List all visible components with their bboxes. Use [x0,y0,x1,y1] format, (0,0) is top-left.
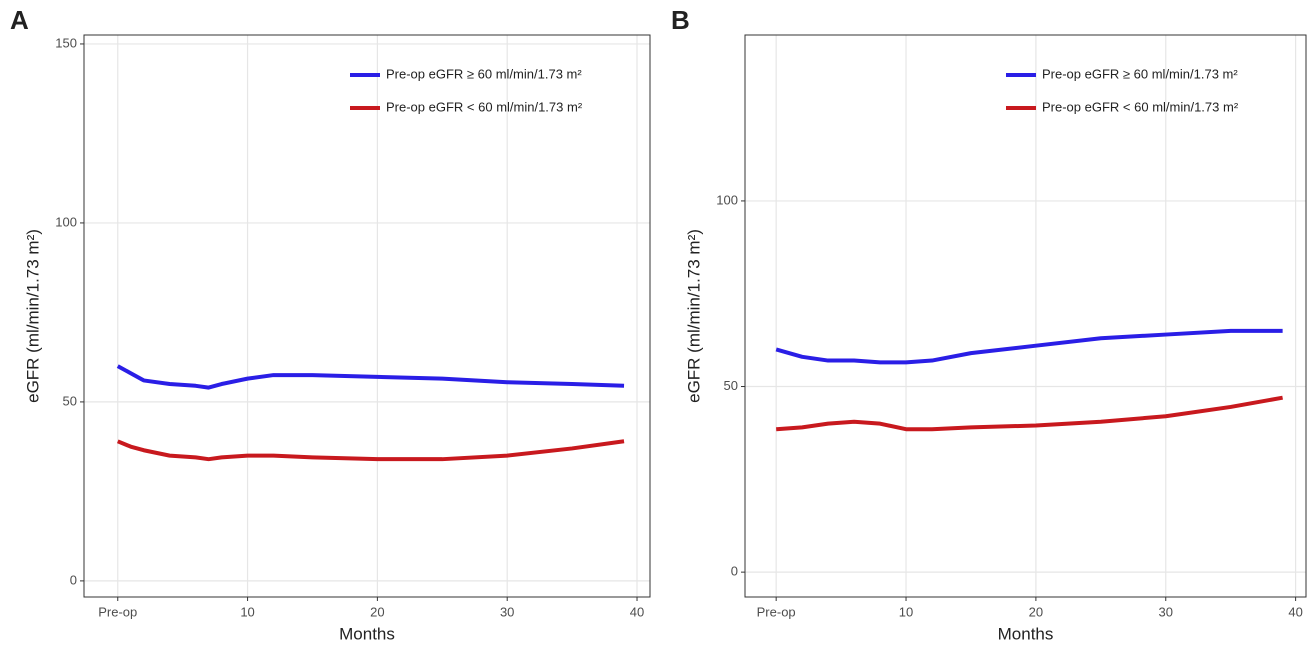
legend-label: Pre-op eGFR < 60 ml/min/1.73 m² [386,99,583,114]
x-tick-label: Pre-op [757,604,796,619]
y-tick-label: 0 [731,564,738,579]
x-tick-label: Pre-op [98,604,137,619]
plot-frame [744,34,1307,598]
trend-line [775,328,1283,365]
trend-line [116,439,625,462]
x-tick-label: 10 [240,604,254,619]
x-tick-label: 40 [630,604,644,619]
y-tick-label: 50 [63,393,77,408]
panel-label: A [10,5,29,35]
x-tick-label: 10 [899,604,913,619]
x-tick-label: 20 [1029,604,1043,619]
x-axis-label: Months [339,624,395,643]
y-tick-label: 0 [70,572,77,587]
y-axis-label: eGFR (ml/min/1.73 m²) [684,229,703,403]
x-axis-label: Months [998,624,1054,643]
x-tick-label: 30 [500,604,514,619]
x-tick-label: 20 [370,604,384,619]
x-tick-label: 40 [1288,604,1302,619]
y-tick-label: 100 [55,214,77,229]
legend-label: Pre-op eGFR ≥ 60 ml/min/1.73 m² [1042,66,1238,81]
legend-label: Pre-op eGFR ≥ 60 ml/min/1.73 m² [386,66,582,81]
y-axis-label: eGFR (ml/min/1.73 m²) [23,229,42,403]
trend-line [116,364,625,390]
trend-line [776,395,1283,432]
panel-label: B [671,5,690,35]
y-tick-label: 150 [55,35,77,50]
plot-frame [83,34,651,598]
y-tick-label: 100 [716,192,738,207]
legend-label: Pre-op eGFR < 60 ml/min/1.73 m² [1042,99,1239,114]
y-tick-label: 50 [724,378,738,393]
x-tick-label: 30 [1159,604,1173,619]
